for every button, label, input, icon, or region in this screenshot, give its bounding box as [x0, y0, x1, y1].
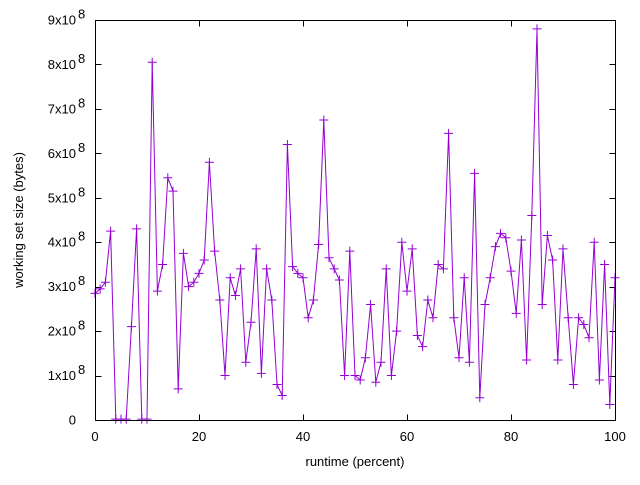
x-tick-label: 20 [192, 429, 206, 444]
y-tick-exponent: 8 [78, 184, 85, 199]
x-tick-label: 80 [504, 429, 518, 444]
plot-border [95, 20, 616, 421]
x-tick-label: 40 [296, 429, 310, 444]
y-tick-label: 1x10 [48, 368, 76, 383]
series-line [94, 28, 616, 420]
y-tick-exponent: 8 [78, 140, 85, 155]
y-tick-label: 9x10 [48, 13, 76, 28]
y-tick-label: 6x10 [48, 146, 76, 161]
y-tick-label: 4x10 [48, 235, 76, 250]
y-tick-exponent: 8 [78, 95, 85, 110]
y-axis-title: working set size (bytes) [11, 152, 26, 289]
y-tick-label: 7x10 [48, 101, 76, 116]
y-tick-label: 2x10 [48, 324, 76, 339]
y-tick-label: 3x10 [48, 279, 76, 294]
y-tick-exponent: 8 [78, 273, 85, 288]
x-tick-label: 0 [91, 429, 98, 444]
data-series [90, 24, 620, 424]
y-tick-exponent: 8 [78, 51, 85, 66]
y-tick-label: 0 [69, 413, 76, 428]
x-tick-label: 100 [604, 429, 626, 444]
y-tick-exponent: 8 [78, 318, 85, 333]
y-tick-exponent: 8 [78, 362, 85, 377]
y-tick-label: 8x10 [48, 57, 76, 72]
y-tick-exponent: 8 [78, 7, 85, 22]
x-tick-label: 60 [400, 429, 414, 444]
y-tick-exponent: 8 [78, 229, 85, 244]
x-axis-title: runtime (percent) [306, 454, 405, 469]
y-tick-label: 5x10 [48, 190, 76, 205]
